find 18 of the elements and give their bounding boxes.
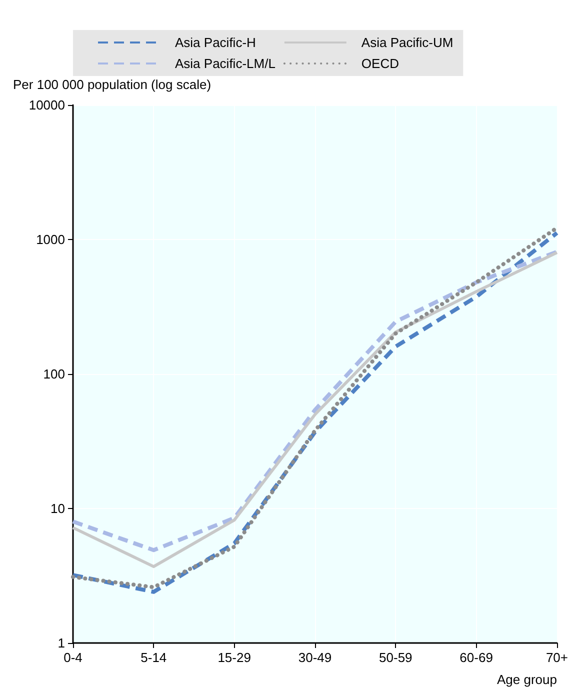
- legend-label: Asia Pacific-UM: [361, 35, 454, 50]
- legend-label: OECD: [361, 56, 399, 71]
- x-tick-label: 15-29: [218, 650, 251, 665]
- y-tick-label: 10: [50, 501, 65, 516]
- legend-label: Asia Pacific-LM/L: [175, 56, 276, 71]
- x-tick-label: 70+: [546, 650, 568, 665]
- x-tick-label: 50-59: [379, 650, 412, 665]
- x-tick-label: 5-14: [140, 650, 167, 665]
- y-axis-title: Per 100 000 population (log scale): [13, 77, 212, 92]
- x-tick-label: 60-69: [460, 650, 493, 665]
- y-tick-label: 100: [43, 366, 65, 382]
- x-axis-title: Age group: [496, 672, 557, 687]
- y-tick-label: 1000: [36, 232, 65, 247]
- x-tick-label: 0-4: [64, 650, 82, 665]
- y-tick-label: 1: [58, 636, 65, 650]
- x-tick-label: 30-49: [298, 650, 332, 665]
- y-tick-label: 10000: [28, 98, 65, 112]
- legend-label: Asia Pacific-H: [175, 35, 256, 50]
